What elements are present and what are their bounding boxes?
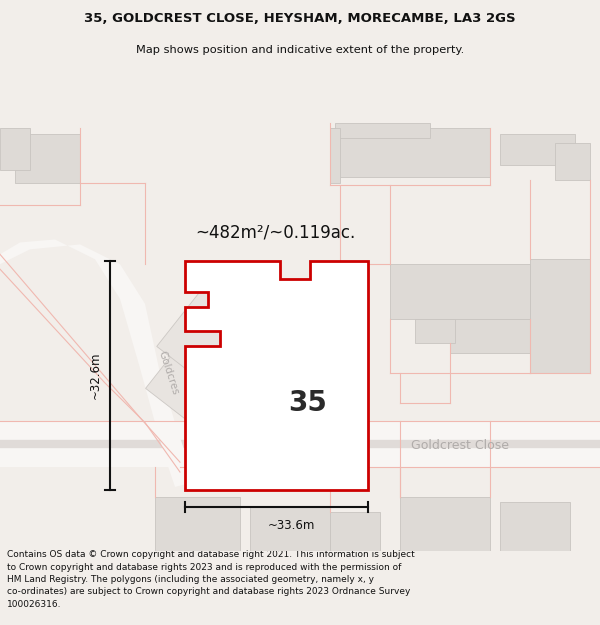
Polygon shape [146, 287, 304, 449]
Polygon shape [0, 239, 195, 487]
Polygon shape [335, 122, 430, 138]
Text: ~33.6m: ~33.6m [268, 519, 315, 532]
Text: Map shows position and indicative extent of the property.: Map shows position and indicative extent… [136, 45, 464, 54]
Text: Goldcrest Close: Goldcrest Close [411, 439, 509, 452]
Polygon shape [250, 507, 330, 551]
Polygon shape [157, 284, 253, 383]
Polygon shape [330, 127, 490, 177]
Polygon shape [390, 264, 530, 319]
Polygon shape [530, 259, 590, 373]
Text: 35: 35 [289, 389, 328, 417]
Polygon shape [330, 512, 380, 551]
Polygon shape [500, 134, 575, 165]
Polygon shape [185, 261, 368, 490]
Text: Contains OS data © Crown copyright and database right 2021. This information is : Contains OS data © Crown copyright and d… [7, 550, 415, 609]
Polygon shape [500, 502, 570, 551]
Polygon shape [15, 134, 80, 183]
Polygon shape [450, 319, 530, 353]
Polygon shape [330, 127, 340, 183]
Polygon shape [400, 497, 490, 551]
Polygon shape [415, 319, 455, 343]
Polygon shape [155, 497, 240, 551]
Text: 35, GOLDCREST CLOSE, HEYSHAM, MORECAMBE, LA3 2GS: 35, GOLDCREST CLOSE, HEYSHAM, MORECAMBE,… [84, 12, 516, 25]
Polygon shape [0, 127, 30, 170]
Text: ~482m²/~0.119ac.: ~482m²/~0.119ac. [195, 224, 355, 241]
Bar [0, 421, 600, 467]
Text: t Close: t Close [210, 431, 246, 441]
Text: Goldcres: Goldcres [156, 350, 180, 396]
Polygon shape [555, 144, 590, 180]
Text: ~32.6m: ~32.6m [89, 352, 102, 399]
